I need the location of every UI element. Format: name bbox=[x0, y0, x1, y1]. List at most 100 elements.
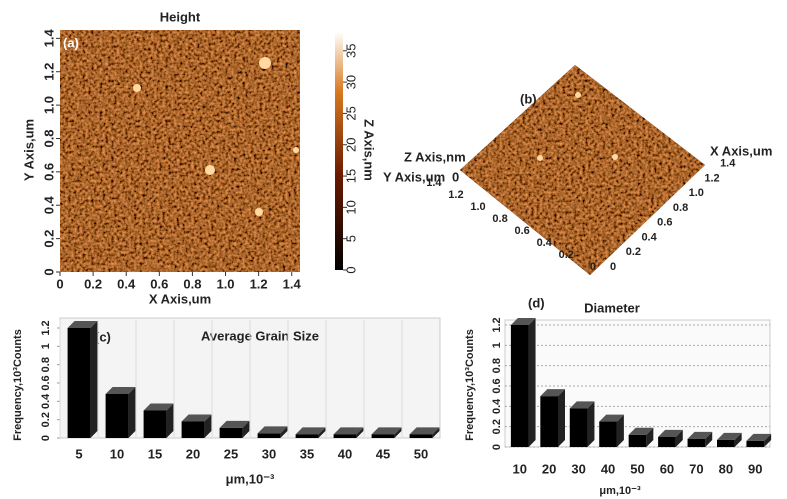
figure: Height (a) X Axis,um Y Axis,um Z Axis,nm… bbox=[0, 0, 787, 499]
y-tick-label: 1 bbox=[491, 342, 503, 348]
x-tick-label: 0.4 bbox=[117, 276, 136, 291]
bar bbox=[182, 422, 205, 439]
bar bbox=[334, 434, 357, 438]
bar-side bbox=[128, 387, 135, 438]
x-axis-label: μm,10⁻³ bbox=[599, 485, 641, 497]
panel-label: (d) bbox=[528, 295, 545, 310]
y-tick-label: 1.0 bbox=[470, 201, 485, 213]
page: {"chart_data": [ {"type": "image", "pane… bbox=[0, 0, 787, 499]
x-tick-label: 0.6 bbox=[657, 217, 672, 229]
bar bbox=[570, 408, 588, 447]
bar bbox=[372, 434, 395, 438]
x-tick-label: 0.4 bbox=[641, 231, 657, 243]
z-tick-label: 25 bbox=[343, 106, 358, 120]
y-tick-label: 1.2 bbox=[448, 189, 463, 201]
z-tick-label: 10 bbox=[343, 200, 358, 214]
z-tick-label: 0 bbox=[343, 266, 358, 273]
bar-side bbox=[529, 318, 536, 447]
bar bbox=[629, 435, 647, 447]
x-tick-label: 0 bbox=[56, 276, 63, 291]
x-tick-label: 20 bbox=[542, 461, 556, 476]
y-tick-label: 0.6 bbox=[491, 378, 503, 393]
z-tick-label: 0 bbox=[452, 169, 459, 184]
bar bbox=[658, 437, 676, 447]
z-axis-label: Z Axis,nm bbox=[362, 119, 377, 181]
bar bbox=[717, 440, 735, 447]
y-tick-label: 1 bbox=[40, 343, 52, 349]
x-tick-label: 1.2 bbox=[704, 172, 719, 184]
x-tick-label: 0.2 bbox=[626, 246, 641, 258]
z-tick-label: 35 bbox=[343, 44, 358, 58]
colorbar bbox=[335, 32, 343, 270]
bar bbox=[68, 328, 91, 438]
x-tick-label: 35 bbox=[300, 446, 314, 461]
y-tick-label: 1.2 bbox=[40, 320, 52, 335]
title: Height bbox=[160, 9, 201, 24]
x-tick-label: 50 bbox=[414, 446, 428, 461]
x-tick-label: 0.8 bbox=[183, 276, 201, 291]
y-tick-label: 1.2 bbox=[491, 317, 503, 332]
x-tick-label: 20 bbox=[186, 446, 200, 461]
bar bbox=[258, 433, 281, 438]
bar bbox=[511, 325, 529, 447]
y-tick-label: 0.4 bbox=[40, 393, 52, 409]
x-tick-label: 0.8 bbox=[673, 202, 688, 214]
x-tick-label: 0 bbox=[610, 261, 616, 273]
bar bbox=[746, 441, 764, 447]
x-tick-label: 10 bbox=[110, 446, 124, 461]
y-tick-label: 0.8 bbox=[40, 357, 52, 372]
x-axis-label: X Axis,um bbox=[149, 291, 211, 306]
x-tick-label: 25 bbox=[224, 446, 238, 461]
y-tick-label: 0.2 bbox=[40, 412, 52, 427]
title: Diameter bbox=[584, 300, 640, 315]
y-tick-label: 0.6 bbox=[41, 163, 56, 181]
x-tick-label: 40 bbox=[338, 446, 352, 461]
y-tick-label: 1.4 bbox=[41, 29, 56, 48]
x-tick-label: 1.0 bbox=[216, 276, 234, 291]
z-tick-label: 30 bbox=[343, 75, 358, 89]
x-tick-label: 1.4 bbox=[720, 158, 736, 170]
bar bbox=[220, 428, 243, 438]
x-tick-label: 15 bbox=[148, 446, 162, 461]
y-tick-label: 1.2 bbox=[41, 63, 56, 81]
y-tick-label: 0.8 bbox=[41, 129, 56, 147]
x-tick-label: 1.2 bbox=[250, 276, 268, 291]
y-tick-label: 0 bbox=[590, 261, 596, 273]
y-tick-label: 0.6 bbox=[514, 225, 529, 237]
y-tick-label: 0.8 bbox=[491, 358, 503, 373]
x-tick-label: 10 bbox=[512, 461, 526, 476]
x-tick-label: 1.0 bbox=[689, 187, 704, 199]
z-tick-label: 20 bbox=[343, 138, 358, 152]
y-tick-label: 1.0 bbox=[41, 96, 56, 114]
x-tick-label: 80 bbox=[719, 461, 733, 476]
x-tick-label: 45 bbox=[376, 446, 390, 461]
x-axis-label: X Axis,um bbox=[710, 143, 772, 158]
z-tick-label: 5 bbox=[343, 235, 358, 242]
y-tick-label: 0.6 bbox=[40, 375, 52, 390]
bar-side bbox=[90, 321, 97, 438]
y-tick-label: 0.8 bbox=[492, 213, 507, 225]
panel-label: (b) bbox=[520, 91, 537, 106]
panel-label: (a) bbox=[63, 35, 79, 50]
y-tick-label: 0 bbox=[40, 435, 52, 441]
y-tick-label: 0.4 bbox=[537, 237, 553, 249]
title: Average Grain Size bbox=[201, 328, 319, 343]
x-tick-label: 70 bbox=[689, 461, 703, 476]
y-tick-label: 0.2 bbox=[41, 230, 56, 248]
bar bbox=[688, 439, 706, 447]
bar bbox=[599, 422, 617, 447]
y-axis-label: Y Axis,um bbox=[21, 119, 36, 181]
y-tick-label: 0.2 bbox=[491, 419, 503, 434]
bar-side bbox=[558, 389, 565, 447]
x-tick-label: 60 bbox=[660, 461, 674, 476]
bar bbox=[410, 434, 433, 438]
x-axis-label: μm,10⁻³ bbox=[226, 471, 275, 486]
x-tick-label: 5 bbox=[75, 446, 82, 461]
x-tick-label: 30 bbox=[262, 446, 276, 461]
z-axis-label: Z Axis,nm bbox=[404, 149, 466, 164]
z-tick-label: 15 bbox=[343, 169, 358, 183]
x-tick-label: 0.2 bbox=[84, 276, 102, 291]
bar bbox=[144, 411, 167, 439]
x-tick-label: 0.6 bbox=[150, 276, 168, 291]
y-axis-label: Frequency,10³Counts bbox=[464, 329, 476, 441]
